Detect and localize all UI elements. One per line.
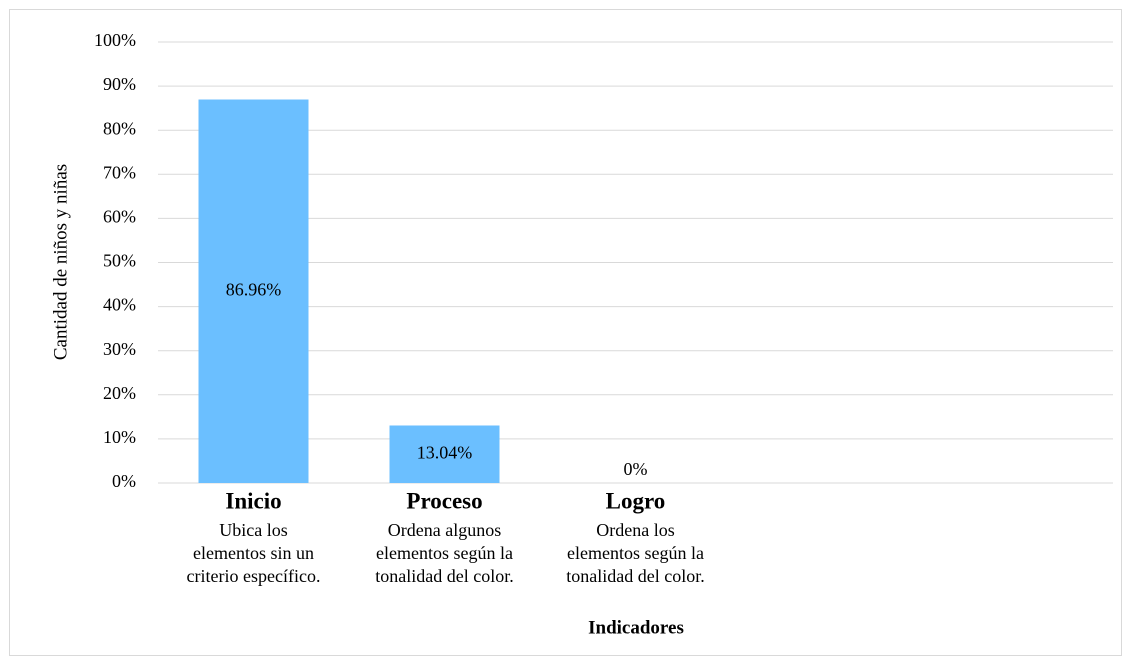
- category-description: tonalidad del color.: [375, 566, 513, 586]
- y-tick-label: 80%: [103, 118, 136, 138]
- y-tick-label: 30%: [103, 339, 136, 359]
- bar: [389, 425, 500, 483]
- x-tick-label: Inicio: [225, 488, 281, 513]
- category-description: tonalidad del color.: [566, 566, 704, 586]
- data-label: 13.04%: [417, 442, 473, 462]
- y-tick-label: 10%: [103, 427, 136, 447]
- y-axis-label: Cantidad de niños y niñas: [50, 164, 71, 360]
- data-label: 0%: [624, 459, 648, 479]
- x-tick-label: Logro: [606, 488, 666, 513]
- x-tick-label: Proceso: [406, 488, 482, 513]
- bar: [198, 99, 309, 483]
- category-description: elementos según la: [376, 543, 513, 563]
- category-description: criterio específico.: [187, 566, 321, 586]
- y-tick-label: 90%: [103, 74, 136, 94]
- category-description: Ubica los: [219, 520, 287, 540]
- y-tick-label: 40%: [103, 295, 136, 315]
- category-description: Ordena los: [596, 520, 674, 540]
- y-tick-label: 20%: [103, 383, 136, 403]
- data-label: 86.96%: [226, 279, 282, 299]
- chart-border: [9, 9, 1122, 656]
- y-tick-label: 50%: [103, 251, 136, 271]
- category-description: elementos según la: [567, 543, 704, 563]
- y-tick-label: 70%: [103, 162, 136, 182]
- y-tick-label: 60%: [103, 207, 136, 227]
- y-tick-label: 100%: [94, 30, 136, 50]
- category-description: elementos sin un: [193, 543, 314, 563]
- x-axis-label: Indicadores: [588, 617, 684, 638]
- y-tick-label: 0%: [112, 471, 136, 491]
- category-description: Ordena algunos: [388, 520, 501, 540]
